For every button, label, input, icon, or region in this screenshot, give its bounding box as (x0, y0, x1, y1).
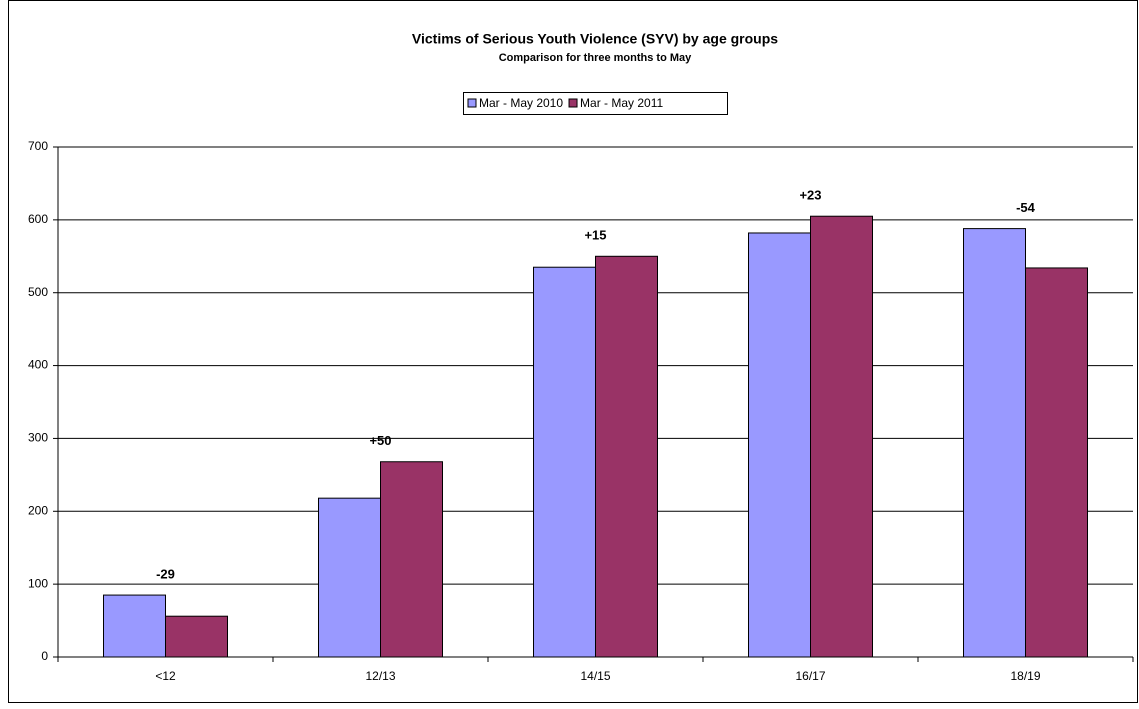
bar (380, 461, 443, 658)
annotation: +50 (369, 433, 391, 448)
bar (1025, 267, 1088, 658)
y-tick-label: 400 (28, 358, 48, 372)
y-tick-label: 200 (28, 503, 48, 517)
annotation: +15 (584, 228, 606, 243)
legend-label: Mar - May 2011 (580, 96, 663, 110)
legend-box (463, 92, 728, 115)
annotation: +23 (799, 188, 821, 203)
bar (318, 497, 381, 658)
y-tick-label: 300 (28, 431, 48, 445)
y-tick-label: 600 (28, 212, 48, 226)
bar (963, 228, 1026, 658)
y-tick-label: 0 (41, 649, 48, 663)
y-tick-label: 100 (28, 576, 48, 590)
annotation: -29 (156, 567, 175, 582)
bar (748, 232, 811, 658)
annotation: -54 (1016, 200, 1036, 215)
y-tick-label: 700 (28, 139, 48, 153)
bar (103, 594, 166, 658)
legend-swatch (568, 98, 578, 108)
legend-swatch (467, 98, 477, 108)
chart-title: Victims of Serious Youth Violence (SYV) … (412, 31, 778, 47)
bar (810, 215, 873, 658)
bar (165, 615, 228, 658)
x-tick-label: 16/17 (795, 669, 825, 683)
x-tick-label: 18/19 (1010, 669, 1040, 683)
chart-subtitle: Comparison for three months to May (499, 52, 692, 64)
y-tick-label: 500 (28, 285, 48, 299)
bar (533, 266, 596, 658)
x-tick-label: 12/13 (365, 669, 395, 683)
bar (595, 255, 658, 658)
legend-label: Mar - May 2010 (479, 96, 563, 110)
x-tick-label: 14/15 (580, 669, 610, 683)
x-tick-label: <12 (155, 669, 176, 683)
